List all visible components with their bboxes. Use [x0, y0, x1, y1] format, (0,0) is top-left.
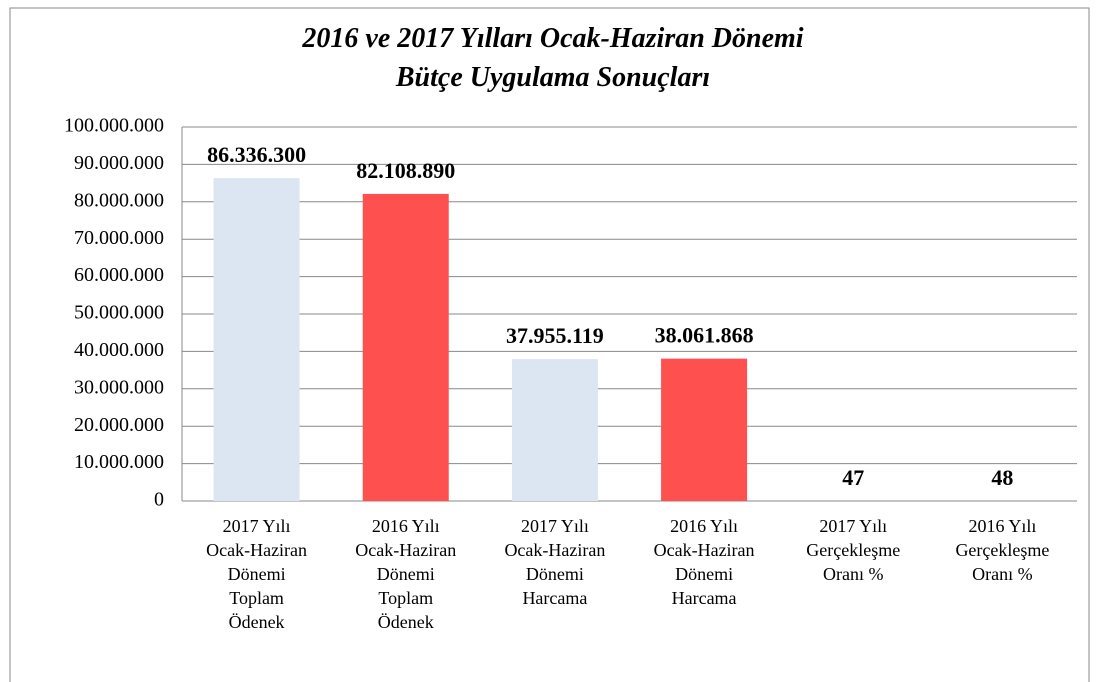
x-tick-label: 2017 Yılı	[521, 516, 589, 536]
y-tick-label: 100.000.000	[64, 115, 164, 137]
bar	[661, 358, 748, 501]
x-tick-label: 2016 Yılı	[670, 516, 738, 536]
y-tick-label: 40.000.000	[74, 339, 164, 361]
x-tick-label: Dönemi	[228, 564, 286, 584]
x-tick-label: Harcama	[672, 588, 737, 608]
chart-title: 2016 ve 2017 Yılları Ocak-Haziran Dönemi	[301, 23, 803, 54]
x-tick-label: 2017 Yılı	[223, 516, 291, 536]
y-tick-label: 10.000.000	[74, 451, 164, 473]
chart-title: Bütçe Uygulama Sonuçları	[395, 62, 710, 93]
y-tick-label: 50.000.000	[74, 302, 164, 324]
bar	[362, 193, 449, 501]
x-tick-label: Gerçekleşme	[806, 540, 900, 560]
x-tick-label: Dönemi	[377, 564, 435, 584]
x-tick-label: Toplam	[229, 588, 284, 608]
value-label: 86.336.300	[207, 142, 306, 167]
x-tick-label: 2016 Yılı	[372, 516, 440, 536]
x-tick-label: Ödenek	[378, 612, 434, 632]
value-label: 38.061.868	[655, 323, 754, 348]
x-tick-label: Oranı %	[823, 564, 883, 584]
bar	[511, 359, 598, 501]
x-tick-label: Toplam	[378, 588, 433, 608]
x-tick-label: Dönemi	[526, 564, 584, 584]
value-label: 47	[842, 465, 864, 490]
y-tick-label: 20.000.000	[74, 414, 164, 436]
x-tick-label: Harcama	[522, 588, 587, 608]
value-label: 48	[991, 465, 1013, 490]
value-label: 82.108.890	[356, 158, 455, 183]
x-tick-label: 2016 Yılı	[968, 516, 1036, 536]
x-tick-label: Gerçekleşme	[955, 540, 1049, 560]
value-label: 37.955.119	[506, 323, 604, 348]
x-tick-label: Ocak-Haziran	[504, 540, 605, 560]
y-tick-label: 80.000.000	[74, 189, 164, 211]
x-tick-label: Dönemi	[675, 564, 733, 584]
y-tick-label: 30.000.000	[74, 376, 164, 398]
bar	[213, 178, 300, 501]
x-tick-label: Ocak-Haziran	[654, 540, 755, 560]
y-tick-label: 0	[154, 489, 164, 511]
x-tick-label: Oranı %	[972, 564, 1032, 584]
x-tick-label: 2017 Yılı	[819, 516, 887, 536]
x-tick-label: Ocak-Haziran	[355, 540, 456, 560]
y-tick-label: 70.000.000	[74, 227, 164, 249]
y-tick-label: 60.000.000	[74, 264, 164, 286]
y-tick-label: 90.000.000	[74, 152, 164, 174]
x-tick-label: Ocak-Haziran	[206, 540, 307, 560]
chart-frame	[9, 7, 1090, 682]
x-tick-label: Ödenek	[229, 612, 285, 632]
